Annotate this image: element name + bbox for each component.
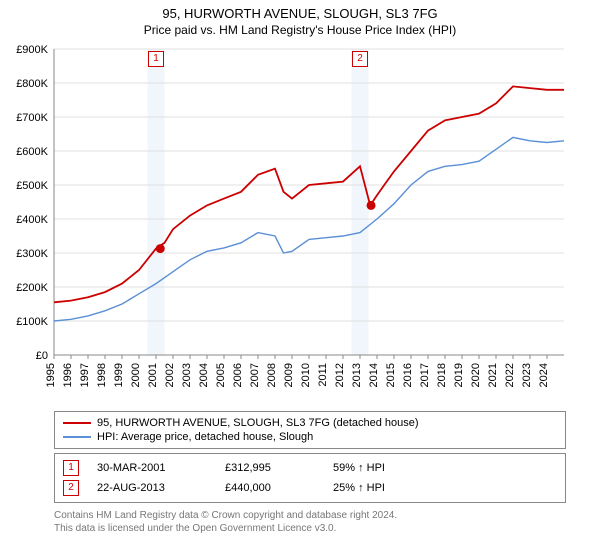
svg-text:£500K: £500K [16, 180, 48, 192]
sale-price: £440,000 [225, 482, 315, 494]
sale-row: 1 30-MAR-2001 £312,995 59% ↑ HPI [63, 458, 557, 478]
footnote-line: This data is licensed under the Open Gov… [54, 522, 566, 535]
svg-text:2015: 2015 [385, 363, 397, 387]
footnote: Contains HM Land Registry data © Crown c… [54, 509, 566, 535]
svg-text:2006: 2006 [232, 363, 244, 387]
svg-text:2008: 2008 [266, 363, 278, 387]
svg-text:2011: 2011 [317, 363, 329, 387]
svg-text:2001: 2001 [147, 363, 159, 387]
sale-price: £312,995 [225, 462, 315, 474]
svg-text:2016: 2016 [402, 363, 414, 387]
legend-label: HPI: Average price, detached house, Slou… [97, 431, 313, 443]
svg-text:1995: 1995 [45, 363, 57, 387]
sale-date: 22-AUG-2013 [97, 482, 207, 494]
svg-text:1997: 1997 [79, 363, 91, 387]
svg-text:2020: 2020 [470, 363, 482, 387]
svg-text:2013: 2013 [351, 363, 363, 387]
svg-text:2017: 2017 [419, 363, 431, 387]
svg-text:£900K: £900K [16, 44, 48, 56]
chart-plot-area: £0 £100K £200K £300K £400K £500K £600K £700K £80… [0, 43, 600, 403]
chart-subtitle: Price paid vs. HM Land Registry's House … [0, 21, 600, 43]
svg-text:£600K: £600K [16, 146, 48, 158]
svg-text:2021: 2021 [487, 363, 499, 387]
sale-marker-icon: 1 [63, 460, 79, 476]
sale-marker-box: 2 [352, 51, 368, 67]
svg-text:2018: 2018 [436, 363, 448, 387]
svg-text:1999: 1999 [113, 363, 125, 387]
svg-text:£0: £0 [36, 350, 48, 362]
legend-label: 95, HURWORTH AVENUE, SLOUGH, SL3 7FG (de… [97, 417, 419, 429]
svg-text:£100K: £100K [16, 316, 48, 328]
svg-text:2000: 2000 [130, 363, 142, 387]
svg-text:£700K: £700K [16, 112, 48, 124]
svg-text:2012: 2012 [334, 363, 346, 387]
svg-text:2005: 2005 [215, 363, 227, 387]
svg-text:£800K: £800K [16, 78, 48, 90]
chart-legend: 95, HURWORTH AVENUE, SLOUGH, SL3 7FG (de… [54, 411, 566, 449]
svg-text:2023: 2023 [521, 363, 533, 387]
sale-marker-icon: 2 [63, 480, 79, 496]
svg-text:1998: 1998 [96, 363, 108, 387]
legend-item: 95, HURWORTH AVENUE, SLOUGH, SL3 7FG (de… [63, 416, 557, 430]
svg-text:2014: 2014 [368, 363, 380, 387]
sale-row: 2 22-AUG-2013 £440,000 25% ↑ HPI [63, 478, 557, 498]
svg-text:2022: 2022 [504, 363, 516, 387]
svg-text:2002: 2002 [164, 363, 176, 387]
svg-text:£400K: £400K [16, 214, 48, 226]
sale-diff: 59% ↑ HPI [333, 462, 557, 474]
chart-container: 95, HURWORTH AVENUE, SLOUGH, SL3 7FG Pri… [0, 0, 600, 560]
svg-text:£200K: £200K [16, 282, 48, 294]
legend-swatch [63, 422, 91, 424]
sale-date: 30-MAR-2001 [97, 462, 207, 474]
svg-text:2003: 2003 [181, 363, 193, 387]
svg-text:1996: 1996 [62, 363, 74, 387]
svg-text:2004: 2004 [198, 363, 210, 387]
sales-table: 1 30-MAR-2001 £312,995 59% ↑ HPI 2 22-AUG-201… [54, 453, 566, 503]
sale-marker-box: 1 [148, 51, 164, 67]
footnote-line: Contains HM Land Registry data © Crown c… [54, 509, 566, 522]
svg-text:2024: 2024 [538, 363, 550, 387]
legend-swatch [63, 436, 91, 438]
sale-diff: 25% ↑ HPI [333, 482, 557, 494]
svg-text:2009: 2009 [283, 363, 295, 387]
svg-text:2007: 2007 [249, 363, 261, 387]
chart-title: 95, HURWORTH AVENUE, SLOUGH, SL3 7FG [0, 0, 600, 21]
svg-text:2010: 2010 [300, 363, 312, 387]
svg-text:2019: 2019 [453, 363, 465, 387]
svg-text:£300K: £300K [16, 248, 48, 260]
legend-item: HPI: Average price, detached house, Slou… [63, 430, 557, 444]
chart-svg: £0 £100K £200K £300K £400K £500K £600K £700K £80… [0, 43, 600, 403]
